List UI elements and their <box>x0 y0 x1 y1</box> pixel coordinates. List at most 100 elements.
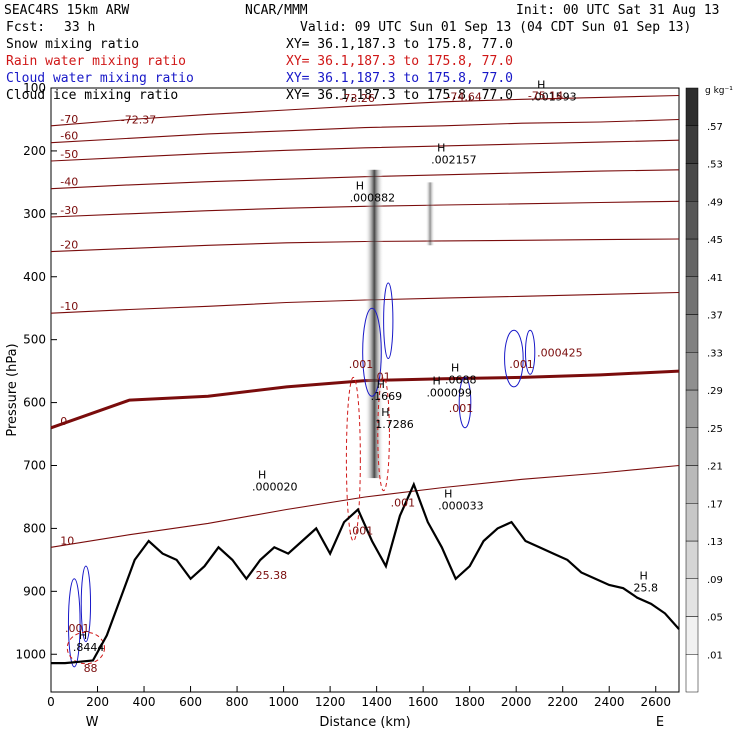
temperature-contour-label: -20 <box>60 239 78 252</box>
x-tick-label: 2000 <box>501 695 532 709</box>
contour-value-label: -74.64 <box>446 91 481 104</box>
cloud-water-contour <box>458 376 472 429</box>
x-tick-label: 1400 <box>361 695 392 709</box>
cloud-water-contour <box>524 329 536 375</box>
temperature-contour-label: 10 <box>60 534 74 547</box>
y-axis-label: Pressure (hPa) <box>5 343 20 436</box>
org-title: NCAR/MMM <box>245 3 308 18</box>
colorbar-box <box>685 616 699 655</box>
init-time: Init: 00 UTC Sat 31 Aug 13 <box>516 3 720 18</box>
fcst-value: 33 h <box>64 20 95 35</box>
extremum-marker: H <box>258 469 266 482</box>
colorbar-box <box>685 276 699 315</box>
extremum-marker: H <box>356 179 364 192</box>
west-label: W <box>86 715 99 730</box>
x-tick-label: 1000 <box>268 695 299 709</box>
legend-field-name: Snow mixing ratio <box>6 37 139 52</box>
x-tick-label: 2200 <box>547 695 578 709</box>
extremum-marker: H <box>537 79 545 92</box>
rain-water-contour <box>66 631 105 665</box>
field-legend: Snow mixing ratio XY= 36.1,187.3 to 175.8… <box>6 37 513 103</box>
contour-value-label: .001 <box>349 525 374 538</box>
colorbar-box <box>685 540 699 579</box>
legend-field-xy: XY= 36.1,187.3 to 175.8, 77.0 <box>286 88 513 103</box>
colorbar-box <box>685 314 699 353</box>
extremum-marker: H <box>639 569 647 582</box>
contour-value-label: 25.38 <box>256 569 288 582</box>
contour-value-label: .001 <box>509 358 534 371</box>
temperature-contour <box>50 94 680 127</box>
ice-plume <box>425 182 435 246</box>
x-tick-label: 800 <box>226 695 249 709</box>
cloud-water-contour <box>383 282 394 360</box>
colorbar-label: .25 <box>707 424 723 435</box>
temperature-contour <box>50 139 680 162</box>
colorbar-unit: g kg⁻¹ <box>705 86 733 96</box>
extremum-value: .1669 <box>371 390 403 403</box>
colorbar-label: .09 <box>707 575 723 586</box>
cloud-water-contour <box>80 565 92 643</box>
extremum-value: .000033 <box>438 500 484 513</box>
x-axis-label: Distance (km) <box>319 715 410 730</box>
colorbar-label: .01 <box>707 650 723 661</box>
extremum-value: 1.7286 <box>375 418 414 431</box>
contour-value-label: .001 <box>65 622 90 635</box>
x-tick-label: 400 <box>133 695 156 709</box>
y-tick-label: 100 <box>23 81 46 95</box>
x-tick-label: 2600 <box>640 695 671 709</box>
x-tick-label: 200 <box>86 695 109 709</box>
colorbar-label: .13 <box>707 537 723 548</box>
colorbar-label: .41 <box>707 273 723 284</box>
colorbar-box <box>685 427 699 466</box>
colorbar-box <box>685 87 699 126</box>
cloud-water-contour <box>362 307 382 397</box>
extremum-marker: H <box>377 378 385 391</box>
cloud-water-contour <box>67 578 81 668</box>
contour-value-label: 01 <box>377 371 391 384</box>
temperature-contour-label: -10 <box>60 300 78 313</box>
contour-value-label: .001 <box>349 358 374 371</box>
legend-field-name: Rain water mixing ratio <box>6 54 186 69</box>
extremum-value: .001593 <box>531 91 577 104</box>
colorbar-box <box>685 352 699 391</box>
extremum-value: .002157 <box>431 154 477 167</box>
valid-time: Valid: 09 UTC Sun 01 Sep 13 (04 CDT Sun … <box>300 20 691 35</box>
contour-value-label: .001 <box>391 496 416 509</box>
snow-plume <box>365 169 384 479</box>
contour-value-label: .001 <box>449 402 474 415</box>
plot-area: -70 -72.37-60-50-40-30-20-10010H.000882H.… <box>50 79 680 675</box>
colorbar-label: .57 <box>707 122 723 133</box>
colorbar-box <box>685 201 699 240</box>
colorbar-label: .17 <box>707 499 723 510</box>
y-tick-label: 300 <box>23 207 46 221</box>
legend-field-name: Cloud ice mixing ratio <box>6 88 178 103</box>
legend-field-name: Cloud water mixing ratio <box>6 71 194 86</box>
extremum-marker: H <box>444 488 452 501</box>
y-tick-label: 600 <box>23 396 46 410</box>
colorbar-box <box>685 389 699 428</box>
extremum-value: .0688 <box>445 374 477 387</box>
x-tick-label: 1600 <box>408 695 439 709</box>
colorbar-label: .33 <box>707 348 723 359</box>
colorbar-label: .45 <box>707 235 723 246</box>
x-tick-label: 2400 <box>594 695 625 709</box>
y-tick-label: 700 <box>23 459 46 473</box>
extremum-marker: H <box>432 374 440 387</box>
extremum-value: .8444 <box>73 641 105 654</box>
colorbar-box <box>685 125 699 164</box>
east-label: E <box>656 715 664 730</box>
extremum-marker: H <box>79 629 87 642</box>
temperature-contour-label: -50 <box>60 148 78 161</box>
plot-frame <box>50 87 680 693</box>
colorbar-box <box>685 163 699 202</box>
extremum-marker: H <box>381 406 389 419</box>
colorbar-label: .21 <box>707 462 723 473</box>
extremum-value: .000882 <box>350 191 396 204</box>
colorbar-label: .29 <box>707 386 723 397</box>
y-tick-label: 1000 <box>15 647 46 661</box>
legend-field-xy: XY= 36.1,187.3 to 175.8, 77.0 <box>286 71 513 86</box>
terrain-line <box>51 481 680 665</box>
colorbar-box <box>685 503 699 542</box>
temperature-contour-label: 0 <box>60 415 67 428</box>
extremum-value: 25.8 <box>633 581 658 594</box>
